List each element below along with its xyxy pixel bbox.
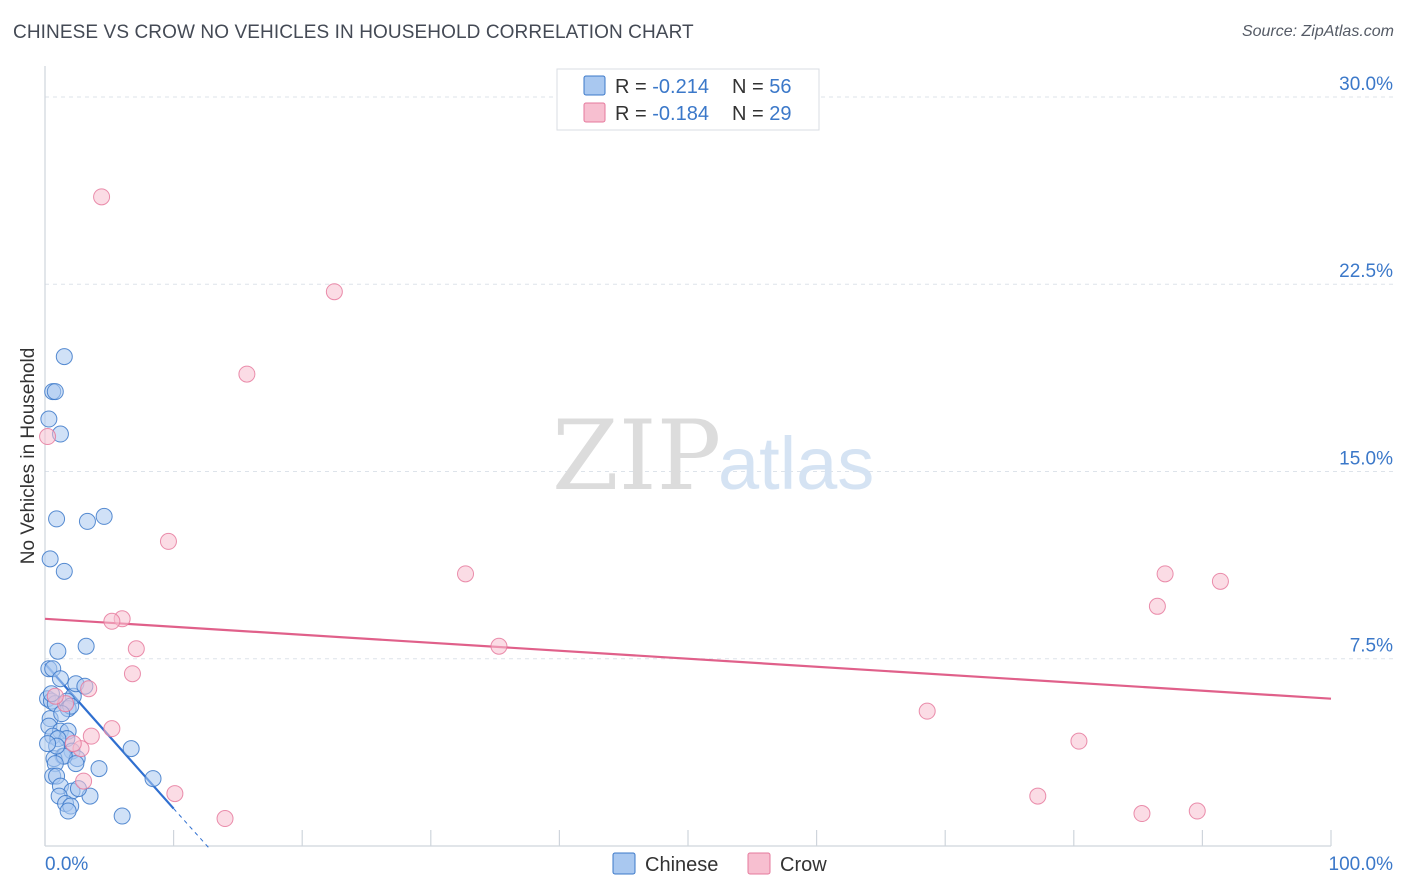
x-tick-label-max: 100.0% bbox=[1329, 854, 1394, 875]
legend-crow-swatch bbox=[583, 102, 606, 123]
crow-point bbox=[216, 810, 234, 828]
legend-crow-r-value: -0.184 bbox=[652, 103, 709, 125]
chinese-point bbox=[95, 507, 113, 525]
legend-crow-n-label: N = bbox=[732, 103, 769, 125]
crow-point bbox=[64, 735, 82, 753]
crow-point bbox=[490, 637, 508, 655]
svg-text:N = 29: N = 29 bbox=[732, 103, 792, 125]
svg-text:R = -0.184: R = -0.184 bbox=[615, 103, 709, 125]
crow-point bbox=[93, 188, 111, 206]
chinese-trend-extension bbox=[173, 808, 209, 848]
x-tick-label-min: 0.0% bbox=[45, 854, 88, 875]
crow-point bbox=[75, 772, 93, 790]
legend-chinese-r-value: -0.214 bbox=[652, 76, 709, 98]
legend-chinese-n-value: 56 bbox=[769, 76, 791, 98]
chinese-point bbox=[59, 802, 77, 820]
chinese-point bbox=[78, 512, 96, 530]
crow-trend-line bbox=[44, 617, 1332, 700]
crow-point bbox=[1188, 802, 1206, 820]
chinese-point bbox=[49, 642, 67, 660]
source-credit: Source: ZipAtlas.com bbox=[1241, 23, 1394, 40]
legend-top-crow: R = -0.184 N = 29 bbox=[583, 102, 792, 125]
crow-point bbox=[39, 428, 57, 446]
crow-point bbox=[1211, 572, 1229, 590]
crow-point bbox=[1029, 787, 1047, 805]
watermark-zip: ZIP bbox=[552, 400, 721, 512]
legend-chinese-n-label: N = bbox=[732, 76, 769, 98]
legend-crow-r-label: R = bbox=[615, 103, 652, 125]
chinese-point bbox=[40, 410, 58, 428]
crow-point bbox=[457, 565, 475, 583]
chart-title: CHINESE VS CROW NO VEHICLES IN HOUSEHOLD… bbox=[13, 22, 694, 43]
crow-point bbox=[80, 680, 98, 698]
legend-top: R = -0.214 N = 56 R = -0.184 N = 29 bbox=[556, 68, 820, 131]
y-tick-label: 7.5% bbox=[1350, 636, 1393, 657]
chinese-point bbox=[41, 550, 59, 568]
chinese-point bbox=[51, 670, 69, 688]
legend-chinese-swatch bbox=[583, 75, 606, 96]
legend-crow-n-value: 29 bbox=[769, 103, 791, 125]
legend-chinese-r-label: R = bbox=[615, 76, 652, 98]
data-points bbox=[39, 188, 1229, 828]
crow-point bbox=[325, 283, 343, 301]
watermark: ZIP atlas bbox=[552, 400, 874, 512]
chinese-point bbox=[48, 510, 66, 528]
legend-top-chinese: R = -0.214 N = 56 bbox=[583, 75, 792, 98]
crow-point bbox=[103, 612, 121, 630]
legend-bottom-chinese-swatch bbox=[612, 852, 636, 875]
y-tick-label: 30.0% bbox=[1339, 74, 1393, 95]
crow-point bbox=[127, 640, 145, 658]
y-axis-title: No Vehicles in Household bbox=[18, 348, 39, 565]
crow-point bbox=[1148, 597, 1166, 615]
crow-point bbox=[103, 720, 121, 738]
crow-point bbox=[166, 785, 184, 803]
chinese-point bbox=[67, 755, 85, 773]
svg-text:N = 56: N = 56 bbox=[732, 76, 792, 98]
crow-point bbox=[159, 532, 177, 550]
chinese-point bbox=[144, 770, 162, 788]
chinese-point bbox=[90, 760, 108, 778]
chinese-point bbox=[55, 348, 73, 366]
svg-text:R = -0.214: R = -0.214 bbox=[615, 76, 709, 98]
watermark-atlas: atlas bbox=[718, 422, 874, 505]
crow-point bbox=[918, 702, 936, 720]
chinese-point bbox=[55, 562, 73, 580]
crow-point bbox=[82, 727, 100, 745]
crow-point bbox=[46, 687, 64, 705]
chinese-point bbox=[39, 735, 57, 753]
legend-bottom-chinese-label: Chinese bbox=[645, 854, 718, 876]
crow-point bbox=[123, 665, 141, 683]
grid-lines bbox=[45, 96, 1393, 660]
legend-bottom-crow-label: Crow bbox=[780, 854, 827, 876]
crow-point bbox=[1070, 732, 1088, 750]
crow-point bbox=[1156, 565, 1174, 583]
legend-bottom-crow-swatch bbox=[747, 852, 771, 875]
legend-bottom: Chinese Crow bbox=[612, 852, 827, 876]
y-tick-label: 22.5% bbox=[1339, 261, 1393, 282]
axes: 7.5% 15.0% 22.5% 30.0% 0.0% 100.0% bbox=[44, 66, 1394, 875]
chinese-point bbox=[46, 383, 64, 401]
chinese-point bbox=[122, 740, 140, 758]
chinese-point bbox=[77, 637, 95, 655]
crow-point bbox=[1133, 805, 1151, 823]
y-tick-label: 15.0% bbox=[1339, 448, 1393, 469]
chinese-point bbox=[113, 807, 131, 825]
crow-point bbox=[238, 365, 256, 383]
